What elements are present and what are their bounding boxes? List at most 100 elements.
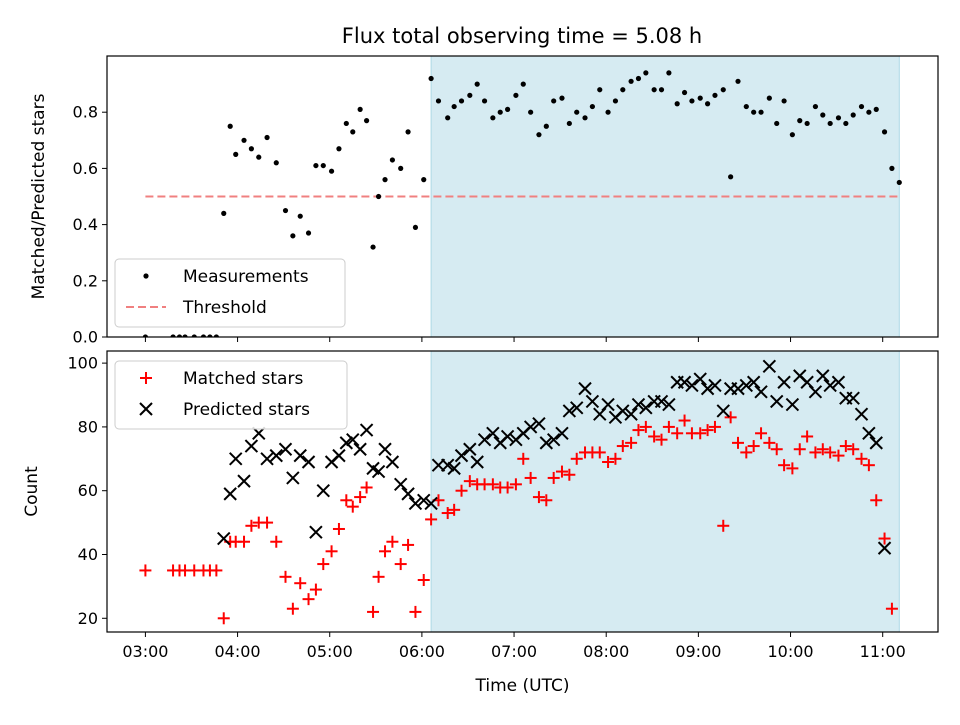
- y-axis-label: Matched/Predicted stars: [29, 93, 49, 299]
- measurement-point: [735, 78, 741, 84]
- measurement-point: [551, 98, 557, 104]
- predicted-point: [654, 394, 669, 409]
- matched-point: [717, 519, 730, 532]
- measurement-point: [873, 106, 879, 112]
- axes-frame: [106, 55, 939, 338]
- predicted-point: [229, 452, 243, 466]
- measurement-point: [666, 70, 672, 76]
- measurement-point: [313, 162, 319, 169]
- matched-point: [770, 443, 783, 456]
- measurement-point: [589, 103, 595, 110]
- matched-point: [425, 513, 438, 526]
- predicted-point: [693, 372, 707, 386]
- predicted-point: [862, 426, 876, 440]
- predicted-point: [854, 407, 869, 421]
- measurement-point: [481, 98, 488, 104]
- plot-area: [142, 70, 902, 337]
- matched-point: [524, 471, 537, 484]
- predicted-point: [454, 448, 469, 463]
- matched-point: [809, 446, 822, 459]
- predicted-point: [401, 487, 415, 501]
- measurement-point: [513, 92, 519, 98]
- x-axis-label: Time (UTC): [475, 676, 570, 696]
- matched-point: [540, 494, 553, 507]
- measurement-point: [264, 134, 270, 141]
- measurement-point: [412, 224, 419, 231]
- top-panel-ratio: 0.0 0.2 0.4 0.6 0.8 Matched/Predicted stars Me…: [29, 55, 939, 347]
- y-tick-label: 0.4: [73, 215, 98, 234]
- matched-point: [509, 478, 522, 491]
- matched-point: [555, 465, 568, 478]
- predicted-point: [777, 375, 791, 389]
- measurement-point: [743, 103, 749, 110]
- y-tick-label: 20: [78, 609, 98, 628]
- measurement-point: [774, 120, 780, 127]
- matched-point: [824, 446, 837, 459]
- predicted-point: [417, 493, 431, 507]
- measurement-point: [182, 334, 188, 337]
- measurement-point: [674, 101, 680, 107]
- chart-title: Flux total observing time = 5.08 h: [342, 24, 702, 48]
- measurement-point: [559, 95, 565, 101]
- matched-point: [367, 605, 380, 618]
- matched-point: [655, 433, 668, 446]
- measurement-point: [720, 87, 726, 93]
- predicted-point: [278, 442, 293, 456]
- predicted-point: [877, 541, 892, 555]
- measurement-point: [200, 334, 207, 337]
- predicted-point: [585, 394, 600, 409]
- matched-point: [885, 602, 898, 615]
- observing-span: [431, 351, 900, 632]
- measurement-point: [256, 154, 262, 160]
- measurement-point: [398, 165, 404, 171]
- measurement-point: [797, 118, 803, 124]
- matched-point: [602, 455, 615, 468]
- predicted-point: [662, 397, 676, 412]
- matched-point: [747, 440, 760, 453]
- measurement-point: [896, 179, 902, 186]
- matched-point: [639, 420, 652, 433]
- matched-point: [563, 468, 576, 481]
- plot-area: [139, 359, 898, 625]
- legend-label: Measurements: [183, 267, 309, 287]
- matched-point: [763, 436, 776, 449]
- x-tick-label: 10:00: [767, 642, 813, 661]
- measurement-point: [751, 109, 757, 115]
- legend-measurement-marker: [143, 273, 149, 279]
- measurement-point: [305, 230, 312, 236]
- predicted-point: [440, 458, 455, 472]
- measurement-point: [628, 78, 634, 84]
- matched-point: [793, 443, 806, 456]
- predicted-point: [869, 436, 883, 450]
- matched-point: [755, 427, 768, 440]
- predicted-point: [708, 378, 722, 393]
- predicted-point: [301, 455, 316, 469]
- predicted-point: [260, 452, 274, 466]
- measurement-point: [620, 87, 626, 93]
- measurement-point: [505, 106, 511, 112]
- measurement-point: [681, 89, 688, 96]
- measurement-point: [241, 137, 247, 143]
- predicted-point: [823, 378, 837, 393]
- measurement-point: [328, 168, 335, 174]
- measurement-point: [213, 334, 219, 337]
- measurement-point: [658, 87, 665, 93]
- predicted-point: [359, 423, 374, 437]
- matched-point: [878, 532, 891, 545]
- measurement-point: [728, 174, 734, 180]
- measurement-point: [843, 120, 849, 127]
- measurement-point: [889, 165, 895, 171]
- matched-point: [740, 446, 753, 459]
- y-tick-label: 0.0: [73, 328, 98, 347]
- measurement-point: [273, 160, 279, 166]
- matched-point: [786, 462, 799, 475]
- matched-point: [625, 436, 638, 449]
- matched-point: [570, 452, 583, 465]
- matched-point: [839, 440, 852, 453]
- matched-point: [708, 420, 721, 433]
- x-tick-label: 03:00: [122, 642, 168, 661]
- matched-point: [501, 481, 514, 494]
- matched-point: [855, 452, 868, 465]
- x-tick-label: 09:00: [675, 642, 721, 661]
